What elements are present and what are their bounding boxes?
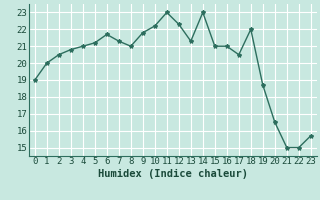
X-axis label: Humidex (Indice chaleur): Humidex (Indice chaleur) bbox=[98, 169, 248, 179]
